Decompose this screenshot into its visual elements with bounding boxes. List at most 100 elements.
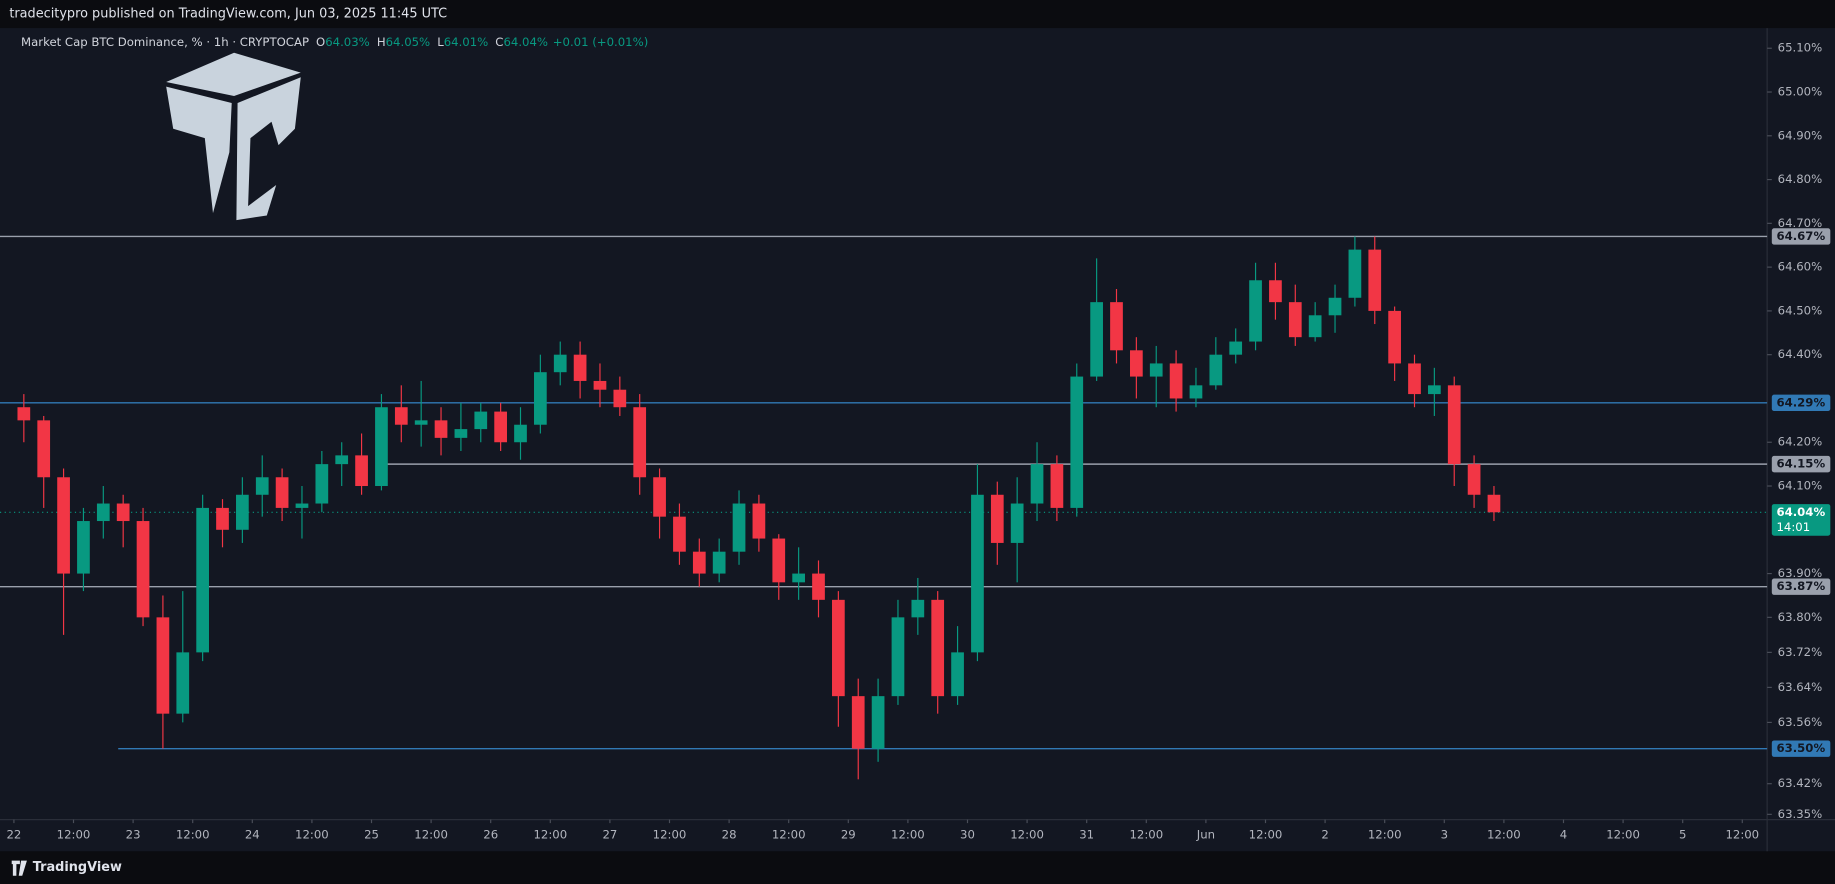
y-tick-label: 64.90% — [1778, 128, 1823, 142]
y-tick-label: 65.00% — [1778, 85, 1823, 99]
candle-body — [1030, 464, 1044, 504]
candle-body — [1249, 280, 1262, 342]
candle-body — [1487, 494, 1501, 513]
candle-body — [712, 551, 726, 574]
x-tick-label: 22 — [6, 827, 21, 841]
candle-body — [494, 411, 507, 443]
candle-body — [772, 538, 786, 583]
x-tick-label: 30 — [960, 827, 975, 841]
candle-body — [971, 494, 984, 653]
candle-body — [196, 507, 209, 653]
candle-body — [355, 455, 368, 487]
x-tick-label: 2 — [1321, 827, 1328, 841]
x-tick-label: 12:00 — [414, 827, 448, 841]
candle-body — [534, 372, 547, 425]
y-tick-label: 63.80% — [1778, 610, 1823, 624]
candle-body — [1269, 280, 1282, 303]
candle-body — [1050, 464, 1064, 508]
candle-body — [851, 696, 865, 749]
candle-body — [1229, 341, 1243, 355]
y-tick-label: 63.35% — [1778, 807, 1823, 821]
candle-body — [1447, 385, 1461, 465]
ohlc-key: H — [377, 35, 386, 49]
candle-body — [255, 477, 269, 495]
candle-body — [633, 407, 647, 478]
candle-body — [1169, 363, 1183, 399]
y-tick-label: 64.70% — [1778, 216, 1823, 230]
ohlc-value: 64.05% — [386, 35, 431, 49]
candle-body — [37, 420, 51, 478]
symbol: Market Cap BTC Dominance, % · 1h · CRYPT… — [21, 35, 309, 49]
x-tick-label: 12:00 — [176, 827, 210, 841]
candle-body — [692, 551, 706, 574]
level-label: 64.67% — [1776, 229, 1825, 243]
candle-body — [414, 420, 428, 425]
x-tick-label: 26 — [483, 827, 498, 841]
level-label-box — [1771, 740, 1831, 757]
level-label-box — [1771, 228, 1831, 245]
candle-body — [792, 573, 805, 583]
legend: Market Cap BTC Dominance, % · 1h · CRYPT… — [21, 35, 648, 49]
candle-body — [891, 617, 905, 697]
candle-body — [951, 652, 964, 697]
candle-body — [1130, 350, 1143, 377]
candle-body — [335, 455, 349, 465]
candle-body — [1189, 385, 1203, 399]
level-label-box — [1771, 394, 1831, 412]
x-tick-label: 12:00 — [1368, 827, 1402, 841]
brand: TradingView — [33, 860, 122, 875]
candle-body — [236, 494, 249, 530]
publisher: tradecitypro published on TradingView.co… — [9, 7, 447, 22]
x-tick-label: 24 — [245, 827, 260, 841]
candle-body — [732, 503, 746, 552]
candle-body — [434, 420, 448, 438]
candle-body — [1368, 249, 1382, 311]
x-tick-label: 5 — [1679, 827, 1686, 841]
candle-body — [931, 599, 945, 697]
x-tick-label: 12:00 — [1249, 827, 1283, 841]
x-tick-label: 31 — [1079, 827, 1094, 841]
y-tick-label: 63.42% — [1778, 776, 1823, 790]
y-tick-label: 64.20% — [1778, 435, 1823, 449]
candle-body — [752, 503, 766, 539]
candle-body — [514, 424, 527, 443]
x-tick-label: 12:00 — [1606, 827, 1640, 841]
candle-body — [1288, 302, 1302, 338]
y-tick-label: 63.56% — [1778, 715, 1823, 729]
candle-body — [375, 407, 388, 487]
y-tick-label: 63.64% — [1778, 680, 1823, 694]
x-tick-label: 12:00 — [295, 827, 329, 841]
candle-body — [573, 354, 587, 381]
candle-body — [116, 503, 130, 522]
x-tick-label: Jun — [1196, 827, 1215, 841]
y-tick-label: 64.80% — [1778, 172, 1823, 186]
candle-body — [1328, 297, 1342, 316]
candle-body — [315, 464, 329, 504]
last-price-label: 64.04% — [1776, 505, 1825, 519]
x-tick-label: 12:00 — [891, 827, 925, 841]
candle-body — [1428, 385, 1441, 395]
y-tick-label: 65.10% — [1778, 41, 1823, 55]
ohlc-key: L — [437, 35, 444, 49]
level-label-box — [1771, 578, 1831, 595]
candle-body — [990, 494, 1004, 543]
candle-body — [832, 599, 845, 697]
last-price-box — [1771, 504, 1831, 536]
x-tick-label: 4 — [1560, 827, 1567, 841]
ohlc-key: C — [495, 35, 503, 49]
candle-body — [216, 507, 229, 530]
candle-body — [1348, 249, 1362, 298]
candle-body — [57, 477, 70, 574]
x-tick-label: 12:00 — [1010, 827, 1044, 841]
y-tick-label: 64.50% — [1778, 303, 1823, 317]
x-tick-label: 27 — [602, 827, 617, 841]
candle-body — [1149, 363, 1163, 377]
candle-body — [1388, 310, 1401, 364]
level-label: 64.29% — [1776, 395, 1825, 409]
candle-body — [176, 652, 190, 714]
x-tick-label: 28 — [722, 827, 737, 841]
candle-body — [593, 380, 607, 390]
candle-body — [1110, 302, 1123, 351]
legend-text: Market Cap BTC Dominance, % · 1h · CRYPT… — [21, 35, 648, 49]
